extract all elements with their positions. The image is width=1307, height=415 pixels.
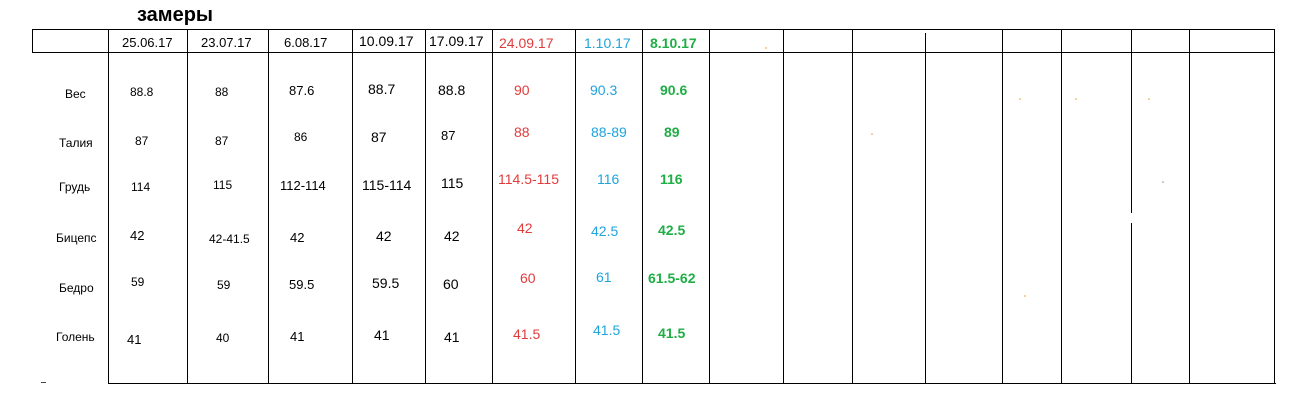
table-cell: 86 [294,130,308,144]
table-cell: 61.5-62 [648,270,696,286]
table-cell: 41 [374,327,390,343]
table-cell: 114 [131,180,151,194]
date-header-1: 25.06.17 [122,35,173,50]
date-header-2: 23.07.17 [201,35,252,50]
date-header-4: 10.09.17 [359,33,414,49]
row-label-weight: Вес [65,87,86,101]
table-cell: 87 [215,134,229,148]
table-cell: 115 [441,175,464,191]
table-cell: 87 [441,128,456,143]
table-cell: 114.5-115 [498,171,559,187]
speck [1075,98,1077,100]
row-label-biceps: Бицепс [56,231,97,245]
speck [41,382,46,383]
table-cell: 115 [213,178,233,192]
table-cell: 42-41.5 [209,232,250,246]
speck [765,47,767,49]
table-cell: 42 [130,228,145,243]
column-divider [642,29,643,384]
column-divider [352,29,353,384]
column-divider [268,29,269,384]
table-cell: 87.6 [289,83,315,98]
row-label-shin: Голень [56,330,95,344]
table-cell: 88-89 [591,124,627,140]
table-cell: 42.5 [591,223,619,239]
table-cell: 41.5 [593,322,621,338]
table-cell: 42 [290,230,305,245]
table-cell: 59.5 [372,275,400,291]
header-bottom-border [32,52,1274,53]
column-divider [575,29,576,384]
column-divider [492,29,493,384]
table-cell: 42.5 [658,222,686,238]
column-divider [1131,223,1132,384]
page-title: замеры [137,4,214,26]
table-cell: 87 [135,134,149,148]
speck [1024,295,1026,297]
table-cell: 90.3 [590,82,618,98]
column-divider [783,29,784,384]
table-cell: 41 [444,329,460,345]
table-cell: 41.5 [658,325,686,341]
table-cell: 112-114 [280,178,326,193]
speck [1162,181,1164,183]
table-right-border [1274,29,1275,384]
table-cell: 88.8 [438,82,466,98]
date-header-3: 6.08.17 [284,35,328,50]
table-cell: 61 [596,269,612,285]
row-label-chest: Грудь [59,180,91,194]
column-divider [709,29,710,384]
table-cell: 87 [371,129,387,145]
row-label-thigh: Бедро [59,281,94,295]
table-cell: 42 [517,220,533,236]
column-divider [852,29,853,384]
table-cell: 41.5 [513,326,541,342]
date-header-6: 24.09.17 [499,35,554,51]
table-cell: 41 [127,332,142,347]
table-cell: 115-114 [362,177,412,193]
column-divider [1061,29,1062,384]
column-divider [187,29,188,384]
column-divider [1002,29,1003,384]
column-divider [425,29,426,384]
table-cell: 116 [597,171,620,187]
table-cell: 88.7 [368,81,396,97]
table-cell: 90 [514,82,530,98]
table-cell: 88 [215,85,229,99]
table-cell: 40 [216,331,230,345]
date-header-5: 17.09.17 [429,33,484,49]
table-cell: 59.5 [289,277,315,292]
table-cell: 88.8 [130,85,154,99]
table-left-border [32,29,33,53]
table-top-border [32,29,1274,30]
table-cell: 89 [664,124,680,140]
table-cell: 116 [660,171,683,187]
table-cell: 42 [376,228,392,244]
table-cell: 60 [443,276,459,292]
speck [1019,98,1021,100]
table-cell: 41 [290,329,305,344]
table-cell: 59 [131,275,145,289]
table-cell: 90.6 [660,82,688,98]
column-divider [925,33,926,384]
column-divider [1189,29,1190,384]
speck [871,133,873,135]
table-cell: 59 [217,278,231,292]
speck [1148,98,1150,100]
date-header-8: 8.10.17 [650,35,697,51]
table-cell: 60 [520,270,536,286]
table-cell: 42 [444,228,460,244]
column-divider [1131,29,1132,213]
date-header-7: 1.10.17 [584,35,631,51]
table-bottom-border [108,383,1276,384]
row-label-waist: Талия [59,136,93,150]
table-cell: 88 [514,124,530,140]
column-divider [108,29,109,384]
